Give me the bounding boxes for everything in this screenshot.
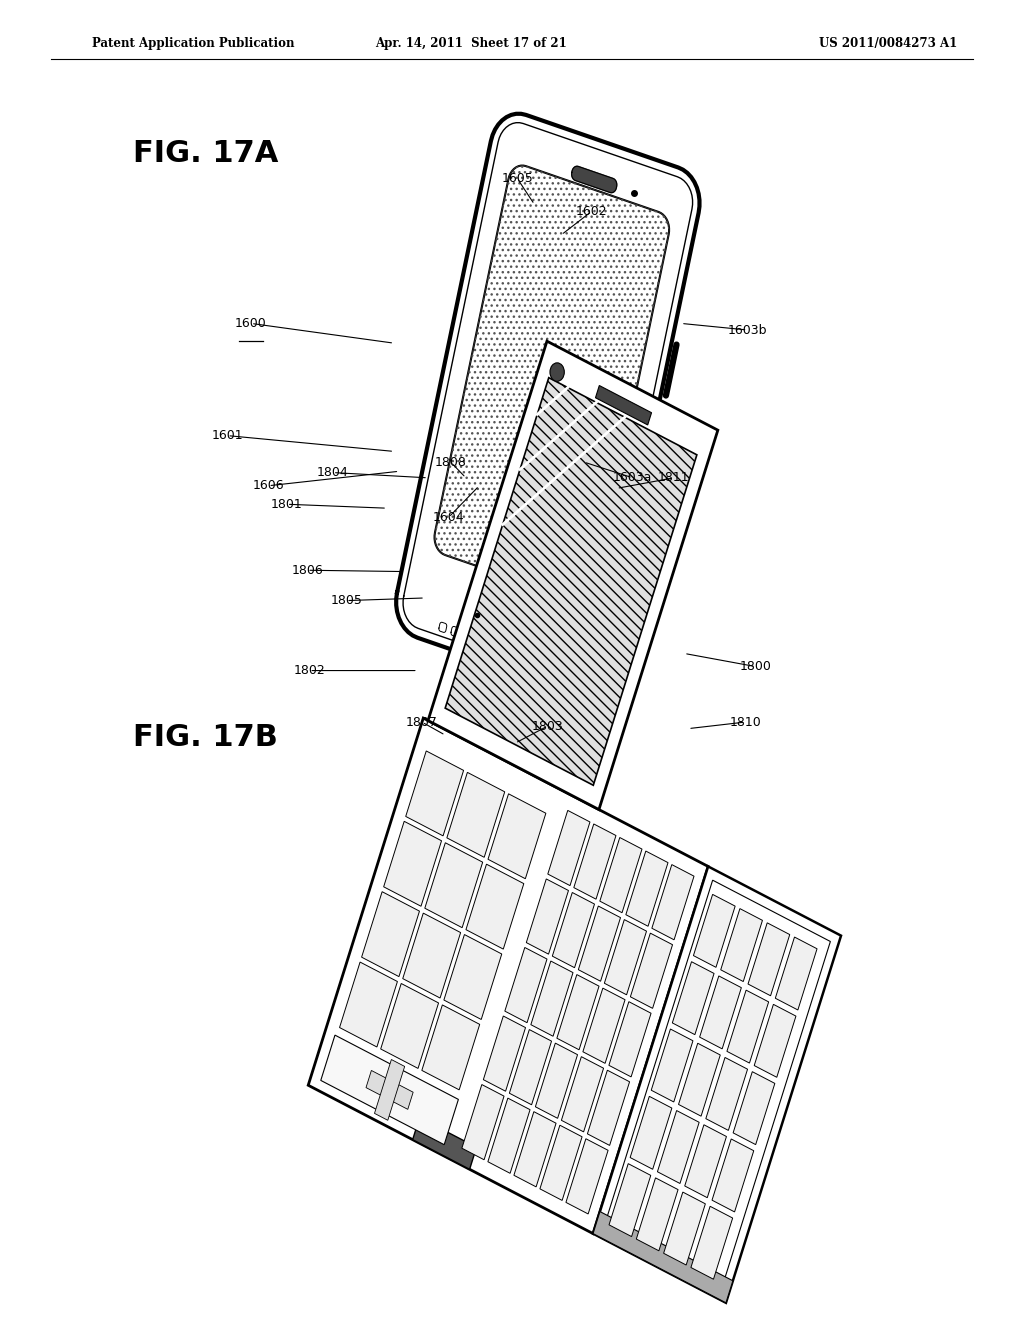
Polygon shape	[664, 1192, 706, 1265]
Text: 1811: 1811	[658, 471, 689, 484]
Text: 1803: 1803	[531, 719, 564, 733]
Polygon shape	[340, 962, 397, 1047]
Polygon shape	[428, 341, 718, 809]
Polygon shape	[652, 865, 694, 940]
Polygon shape	[443, 935, 502, 1019]
Polygon shape	[583, 989, 625, 1064]
Text: 1603a: 1603a	[613, 471, 652, 484]
Polygon shape	[557, 974, 599, 1049]
Polygon shape	[422, 1005, 479, 1090]
Polygon shape	[706, 1057, 748, 1130]
Text: 1600: 1600	[234, 317, 267, 330]
Text: 1810: 1810	[729, 715, 762, 729]
Polygon shape	[685, 1125, 726, 1197]
Polygon shape	[604, 880, 830, 1290]
Text: 1806: 1806	[291, 564, 324, 577]
Polygon shape	[631, 933, 673, 1008]
Polygon shape	[505, 948, 547, 1023]
Polygon shape	[755, 1005, 796, 1077]
Polygon shape	[733, 1072, 775, 1144]
Polygon shape	[526, 879, 568, 954]
Polygon shape	[530, 961, 573, 1036]
Polygon shape	[308, 718, 709, 1234]
Polygon shape	[548, 810, 590, 886]
Text: 1603b: 1603b	[728, 323, 767, 337]
Text: 1804: 1804	[316, 466, 349, 479]
Polygon shape	[402, 913, 461, 998]
Polygon shape	[413, 1118, 476, 1170]
Text: 1807: 1807	[406, 715, 438, 729]
Circle shape	[483, 602, 512, 639]
Polygon shape	[721, 908, 763, 982]
Polygon shape	[609, 1164, 651, 1237]
Circle shape	[478, 595, 517, 645]
Polygon shape	[593, 1212, 733, 1303]
Polygon shape	[321, 1035, 459, 1144]
Polygon shape	[396, 114, 699, 692]
Polygon shape	[657, 1110, 699, 1184]
Text: FIG. 17A: FIG. 17A	[133, 139, 279, 168]
Polygon shape	[487, 1098, 530, 1173]
Polygon shape	[425, 842, 482, 928]
Polygon shape	[651, 1030, 693, 1102]
Polygon shape	[406, 751, 464, 836]
Polygon shape	[573, 824, 616, 899]
Polygon shape	[588, 1071, 630, 1146]
Polygon shape	[540, 1125, 582, 1200]
Polygon shape	[673, 962, 714, 1035]
Text: 1801: 1801	[270, 498, 303, 511]
Polygon shape	[375, 1060, 404, 1121]
Polygon shape	[434, 165, 669, 602]
Polygon shape	[384, 821, 441, 907]
Polygon shape	[509, 1030, 552, 1105]
Text: 1602: 1602	[577, 205, 607, 218]
Polygon shape	[626, 851, 668, 927]
Text: 1601: 1601	[212, 429, 243, 442]
Polygon shape	[699, 975, 741, 1049]
Polygon shape	[609, 1002, 651, 1077]
Polygon shape	[462, 1085, 504, 1160]
Polygon shape	[727, 990, 769, 1063]
Polygon shape	[366, 1071, 413, 1109]
Text: US 2011/0084273 A1: US 2011/0084273 A1	[819, 37, 957, 50]
Text: 1800: 1800	[739, 660, 772, 673]
Polygon shape	[636, 1177, 678, 1251]
Polygon shape	[381, 983, 438, 1068]
Text: 1805: 1805	[330, 594, 362, 607]
Polygon shape	[691, 1206, 732, 1279]
Polygon shape	[446, 772, 505, 857]
Text: FIG. 17B: FIG. 17B	[133, 723, 278, 752]
Text: 1605: 1605	[501, 172, 534, 185]
Text: 1808: 1808	[434, 455, 467, 469]
Polygon shape	[712, 1139, 754, 1212]
Polygon shape	[596, 385, 651, 425]
Polygon shape	[361, 892, 420, 977]
Polygon shape	[466, 865, 524, 949]
Polygon shape	[483, 1016, 525, 1092]
Polygon shape	[552, 892, 595, 968]
Polygon shape	[561, 1057, 603, 1131]
Polygon shape	[600, 837, 642, 912]
Polygon shape	[579, 906, 621, 981]
Text: 1604: 1604	[433, 511, 464, 524]
Polygon shape	[536, 1043, 578, 1118]
Polygon shape	[514, 1111, 556, 1187]
Polygon shape	[679, 1043, 720, 1117]
Text: 1606: 1606	[253, 479, 284, 492]
Circle shape	[550, 363, 564, 381]
Polygon shape	[775, 937, 817, 1010]
Polygon shape	[693, 895, 735, 968]
Text: 1802: 1802	[293, 664, 326, 677]
Polygon shape	[630, 1097, 672, 1170]
Polygon shape	[566, 1139, 608, 1214]
Text: Patent Application Publication: Patent Application Publication	[92, 37, 295, 50]
Polygon shape	[604, 920, 646, 995]
Polygon shape	[571, 166, 616, 193]
Polygon shape	[488, 793, 546, 879]
Text: Apr. 14, 2011  Sheet 17 of 21: Apr. 14, 2011 Sheet 17 of 21	[375, 37, 567, 50]
Polygon shape	[748, 923, 790, 995]
Polygon shape	[445, 378, 697, 785]
Polygon shape	[593, 866, 841, 1303]
